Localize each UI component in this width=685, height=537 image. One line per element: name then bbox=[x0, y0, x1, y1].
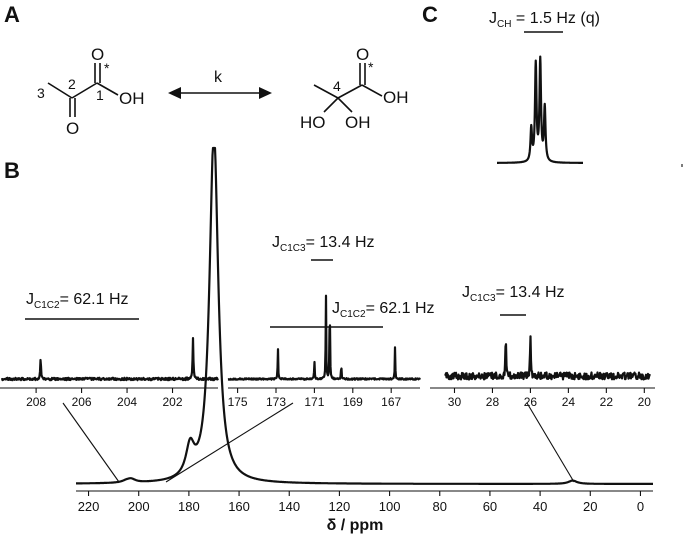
panel-label-b: B bbox=[4, 158, 20, 183]
hydrate-structure: O OH HO OH * 4 bbox=[300, 45, 409, 132]
x-axis-title: δ / ppm bbox=[327, 517, 384, 534]
atom-number-3: 3 bbox=[37, 85, 45, 101]
main-x-tick-label: 0 bbox=[637, 499, 644, 514]
inset-connector-lines bbox=[62, 402, 575, 483]
main-spectrum-trace bbox=[75, 146, 654, 485]
main-x-tick-label: 180 bbox=[178, 499, 200, 514]
panel-label-c: C bbox=[422, 2, 438, 27]
main-x-tick-label: 100 bbox=[379, 499, 401, 514]
atom-oh: OH bbox=[119, 89, 145, 108]
inset-c3-spectrum: 30 28 26 24 22 20 bbox=[430, 335, 655, 409]
inset-c1-spectrum: 175 173 171 169 167 bbox=[227, 294, 421, 409]
main-x-tick-label: 120 bbox=[329, 499, 351, 514]
inset-c3-tick-label: 24 bbox=[562, 395, 576, 409]
coupling-label-c1c3-right: JC1C3= 13.4 Hz bbox=[462, 284, 565, 316]
panel-label-a: A bbox=[4, 2, 20, 27]
atom-number-4: 4 bbox=[333, 78, 341, 94]
atom-o-ketone: O bbox=[66, 119, 79, 138]
atom-o-carbonyl: O bbox=[91, 45, 104, 64]
coupling-label-c1c2-left: JC1C2= 62.1 Hz bbox=[25, 291, 139, 320]
coupling-label-c1c3-mid: JC1C3= 13.4 Hz bbox=[272, 234, 375, 261]
svg-text:JC1C3= 13.4 Hz: JC1C3= 13.4 Hz bbox=[272, 234, 375, 254]
inset-c2-tick-label: 206 bbox=[72, 395, 92, 409]
inset-c1-tick-label: 169 bbox=[343, 395, 363, 409]
svg-text:JCH = 1.5 Hz (q): JCH = 1.5 Hz (q) bbox=[489, 10, 600, 30]
inset-c3-tick-label: 28 bbox=[486, 395, 500, 409]
inset-c2-tick-label: 202 bbox=[163, 395, 183, 409]
main-x-tick-label: 40 bbox=[533, 499, 547, 514]
svg-text:JC1C2= 62.1 Hz: JC1C2= 62.1 Hz bbox=[26, 291, 129, 311]
main-x-tick-label: 220 bbox=[78, 499, 100, 514]
rate-constant-label: k bbox=[214, 69, 223, 86]
star-marker: * bbox=[104, 60, 110, 76]
main-x-tick-label: 200 bbox=[128, 499, 150, 514]
atom-number-2: 2 bbox=[68, 76, 76, 92]
equilibrium-arrow: k bbox=[168, 69, 272, 99]
main-x-tick-label: 80 bbox=[433, 499, 447, 514]
ch-quartet-trace bbox=[496, 55, 584, 164]
main-x-tick-label: 60 bbox=[483, 499, 497, 514]
inset-c3-tick-label: 22 bbox=[600, 395, 614, 409]
inset-c3-tick-label: 30 bbox=[448, 395, 462, 409]
star-marker: * bbox=[368, 59, 374, 75]
inset-c2-spectrum: 208 206 204 202 bbox=[0, 337, 219, 409]
atom-oh: OH bbox=[383, 88, 409, 107]
coupling-label-c1c2-mid: JC1C2= 62.1 Hz bbox=[270, 300, 435, 328]
svg-text:JC1C2= 62.1 Hz: JC1C2= 62.1 Hz bbox=[332, 300, 435, 320]
main-x-tick-label: 140 bbox=[278, 499, 300, 514]
inset-c1-tick-label: 175 bbox=[228, 395, 248, 409]
inset-c1-tick-label: 171 bbox=[304, 395, 324, 409]
inset-c3-tick-label: 20 bbox=[638, 395, 652, 409]
main-x-tick-label: 20 bbox=[583, 499, 597, 514]
atom-number-1: 1 bbox=[96, 87, 104, 103]
atom-oh-hydrate: OH bbox=[345, 113, 371, 132]
coupling-label-c-ch: JCH = 1.5 Hz (q) bbox=[489, 10, 600, 33]
inset-c1-tick-label: 167 bbox=[381, 395, 401, 409]
svg-text:JC1C3= 13.4 Hz: JC1C3= 13.4 Hz bbox=[462, 284, 565, 304]
atom-ho: HO bbox=[300, 113, 326, 132]
main-x-ticks: 220 200 180 160 140 120 100 80 60 40 20 0 bbox=[78, 491, 644, 514]
inset-c2-tick-label: 208 bbox=[26, 395, 46, 409]
inset-c1-tick-label: 173 bbox=[266, 395, 286, 409]
inset-c2-tick-label: 204 bbox=[117, 395, 137, 409]
pyruvic-acid-structure: O O OH * 3 2 1 bbox=[37, 45, 145, 138]
inset-c3-tick-label: 26 bbox=[524, 395, 538, 409]
main-x-tick-label: 160 bbox=[228, 499, 250, 514]
atom-o-carbonyl: O bbox=[356, 45, 369, 64]
